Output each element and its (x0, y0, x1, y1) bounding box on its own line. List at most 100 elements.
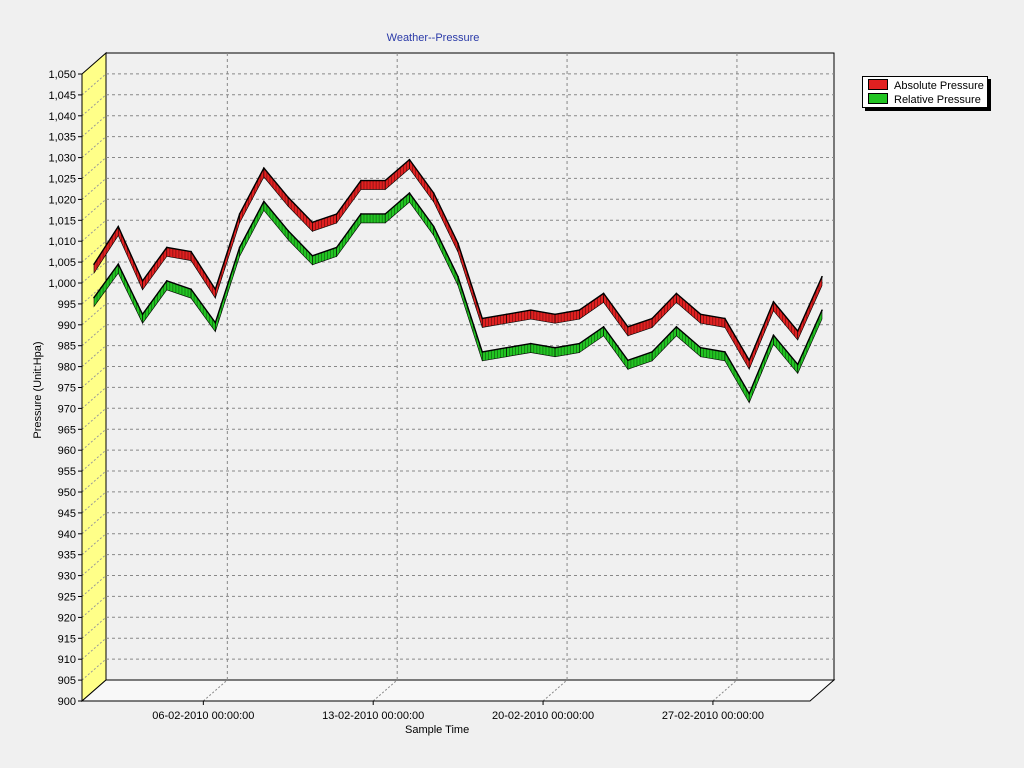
series-0-point (287, 196, 289, 199)
gridline-wall (81, 178, 107, 200)
y-tick-label: 910 (58, 654, 76, 666)
series-1-point (190, 288, 192, 291)
gridline-wall (81, 261, 107, 284)
gridline-floor (712, 679, 738, 702)
y-tick-label: 915 (58, 633, 76, 645)
gridline-wall (81, 115, 107, 138)
legend-label-absolute: Absolute Pressure (894, 80, 984, 92)
series-1-point (287, 229, 289, 232)
gridline-wall (81, 637, 107, 660)
series-0-point (93, 263, 95, 265)
series-0-point (627, 326, 629, 328)
series-1-point (432, 225, 435, 228)
y-tick-label: 1,030 (48, 153, 76, 165)
gridline-wall (81, 449, 107, 472)
y-tick-label: 920 (58, 612, 76, 624)
series-0-point (384, 179, 387, 182)
y-tick-label: 945 (58, 508, 76, 520)
y-tick-label: 995 (58, 299, 76, 311)
gridline-wall (81, 282, 107, 305)
series-0-point (166, 246, 168, 249)
left-wall (81, 51, 107, 703)
gridline-wall (81, 658, 107, 681)
gridline-floor (542, 679, 568, 702)
series-1-point (772, 334, 775, 337)
y-tick-label: 950 (58, 487, 76, 499)
series-0-point (214, 288, 217, 291)
gridline-wall (81, 428, 107, 451)
series-0-point (602, 292, 605, 295)
gridline-wall (81, 387, 107, 409)
gridline-wall (81, 240, 107, 263)
series-1-point (311, 254, 314, 257)
gridline-wall (81, 554, 107, 576)
series-1-point (335, 246, 338, 249)
series-1-point (699, 346, 702, 349)
series-1-point (505, 346, 508, 349)
x-tick-label: 06-02-2010 00:00:00 (152, 710, 254, 722)
y-tick-label: 980 (58, 362, 76, 374)
x-axis-title: Sample Time (405, 724, 470, 736)
gridline-wall (81, 345, 107, 367)
y-tick-label: 1,010 (48, 236, 76, 248)
y-tick-label: 1,015 (48, 215, 76, 227)
series-1-point (408, 192, 411, 194)
y-tick-label: 1,050 (48, 69, 76, 81)
series-1-point (481, 351, 484, 353)
y-tick-label: 930 (58, 571, 76, 583)
chart-title: Weather--Pressure (386, 32, 480, 44)
series-0-point (263, 167, 265, 169)
x-tick-label: 20-02-2010 00:00:00 (492, 710, 594, 722)
series-1-point (117, 263, 120, 265)
series-1-point (214, 321, 217, 324)
series-0-point (505, 313, 508, 316)
gridline-wall (81, 136, 107, 158)
legend-item-relative: Relative Pressure (868, 93, 981, 106)
series-0-point (311, 221, 314, 224)
series-1-point (578, 342, 581, 345)
gridline-floor (372, 679, 398, 702)
gridline-wall (81, 303, 107, 326)
series-1-point (360, 213, 362, 215)
x-tick-label: 13-02-2010 00:00:00 (322, 710, 424, 722)
series-0-point (699, 313, 702, 316)
y-tick-label: 990 (58, 320, 76, 332)
y-tick-label: 935 (58, 550, 76, 562)
gridline-wall (81, 407, 107, 430)
series-0-point (772, 300, 775, 303)
gridline-wall (81, 366, 107, 388)
y-tick-label: 985 (58, 341, 76, 353)
series-0-point (360, 179, 362, 182)
y-axis-title: Pressure (Unit:Hpa) (32, 341, 44, 439)
series-0-point (408, 158, 411, 161)
gridline-wall (81, 491, 107, 514)
series-1-point (457, 275, 459, 278)
y-tick-label: 960 (58, 445, 76, 457)
series-0-point (457, 242, 459, 245)
series-0-point (554, 313, 556, 316)
floor (80, 679, 836, 702)
y-tick-label: 1,020 (48, 194, 76, 206)
y-tick-label: 1,040 (48, 111, 76, 123)
gridline-wall (81, 616, 107, 639)
gridline-wall (81, 596, 107, 618)
legend-item-absolute: Absolute Pressure (868, 79, 984, 92)
series-0-point (675, 292, 678, 295)
series-0-point (117, 225, 120, 228)
legend-label-relative: Relative Pressure (894, 94, 981, 106)
y-tick-label: 1,045 (48, 90, 76, 102)
series-0-point (335, 213, 338, 215)
gridline-wall (81, 157, 107, 179)
y-tick-label: 975 (58, 383, 76, 395)
series-1-point (602, 326, 605, 328)
series-0-point (141, 280, 144, 282)
series-0-point (190, 250, 192, 253)
y-tick-label: 925 (58, 592, 76, 604)
gridline-wall (81, 94, 107, 117)
y-tick-label: 905 (58, 675, 76, 687)
series-1-point (141, 313, 144, 316)
series-0-point (432, 192, 435, 194)
series-0-point (530, 309, 532, 311)
series-0-point (651, 317, 653, 320)
